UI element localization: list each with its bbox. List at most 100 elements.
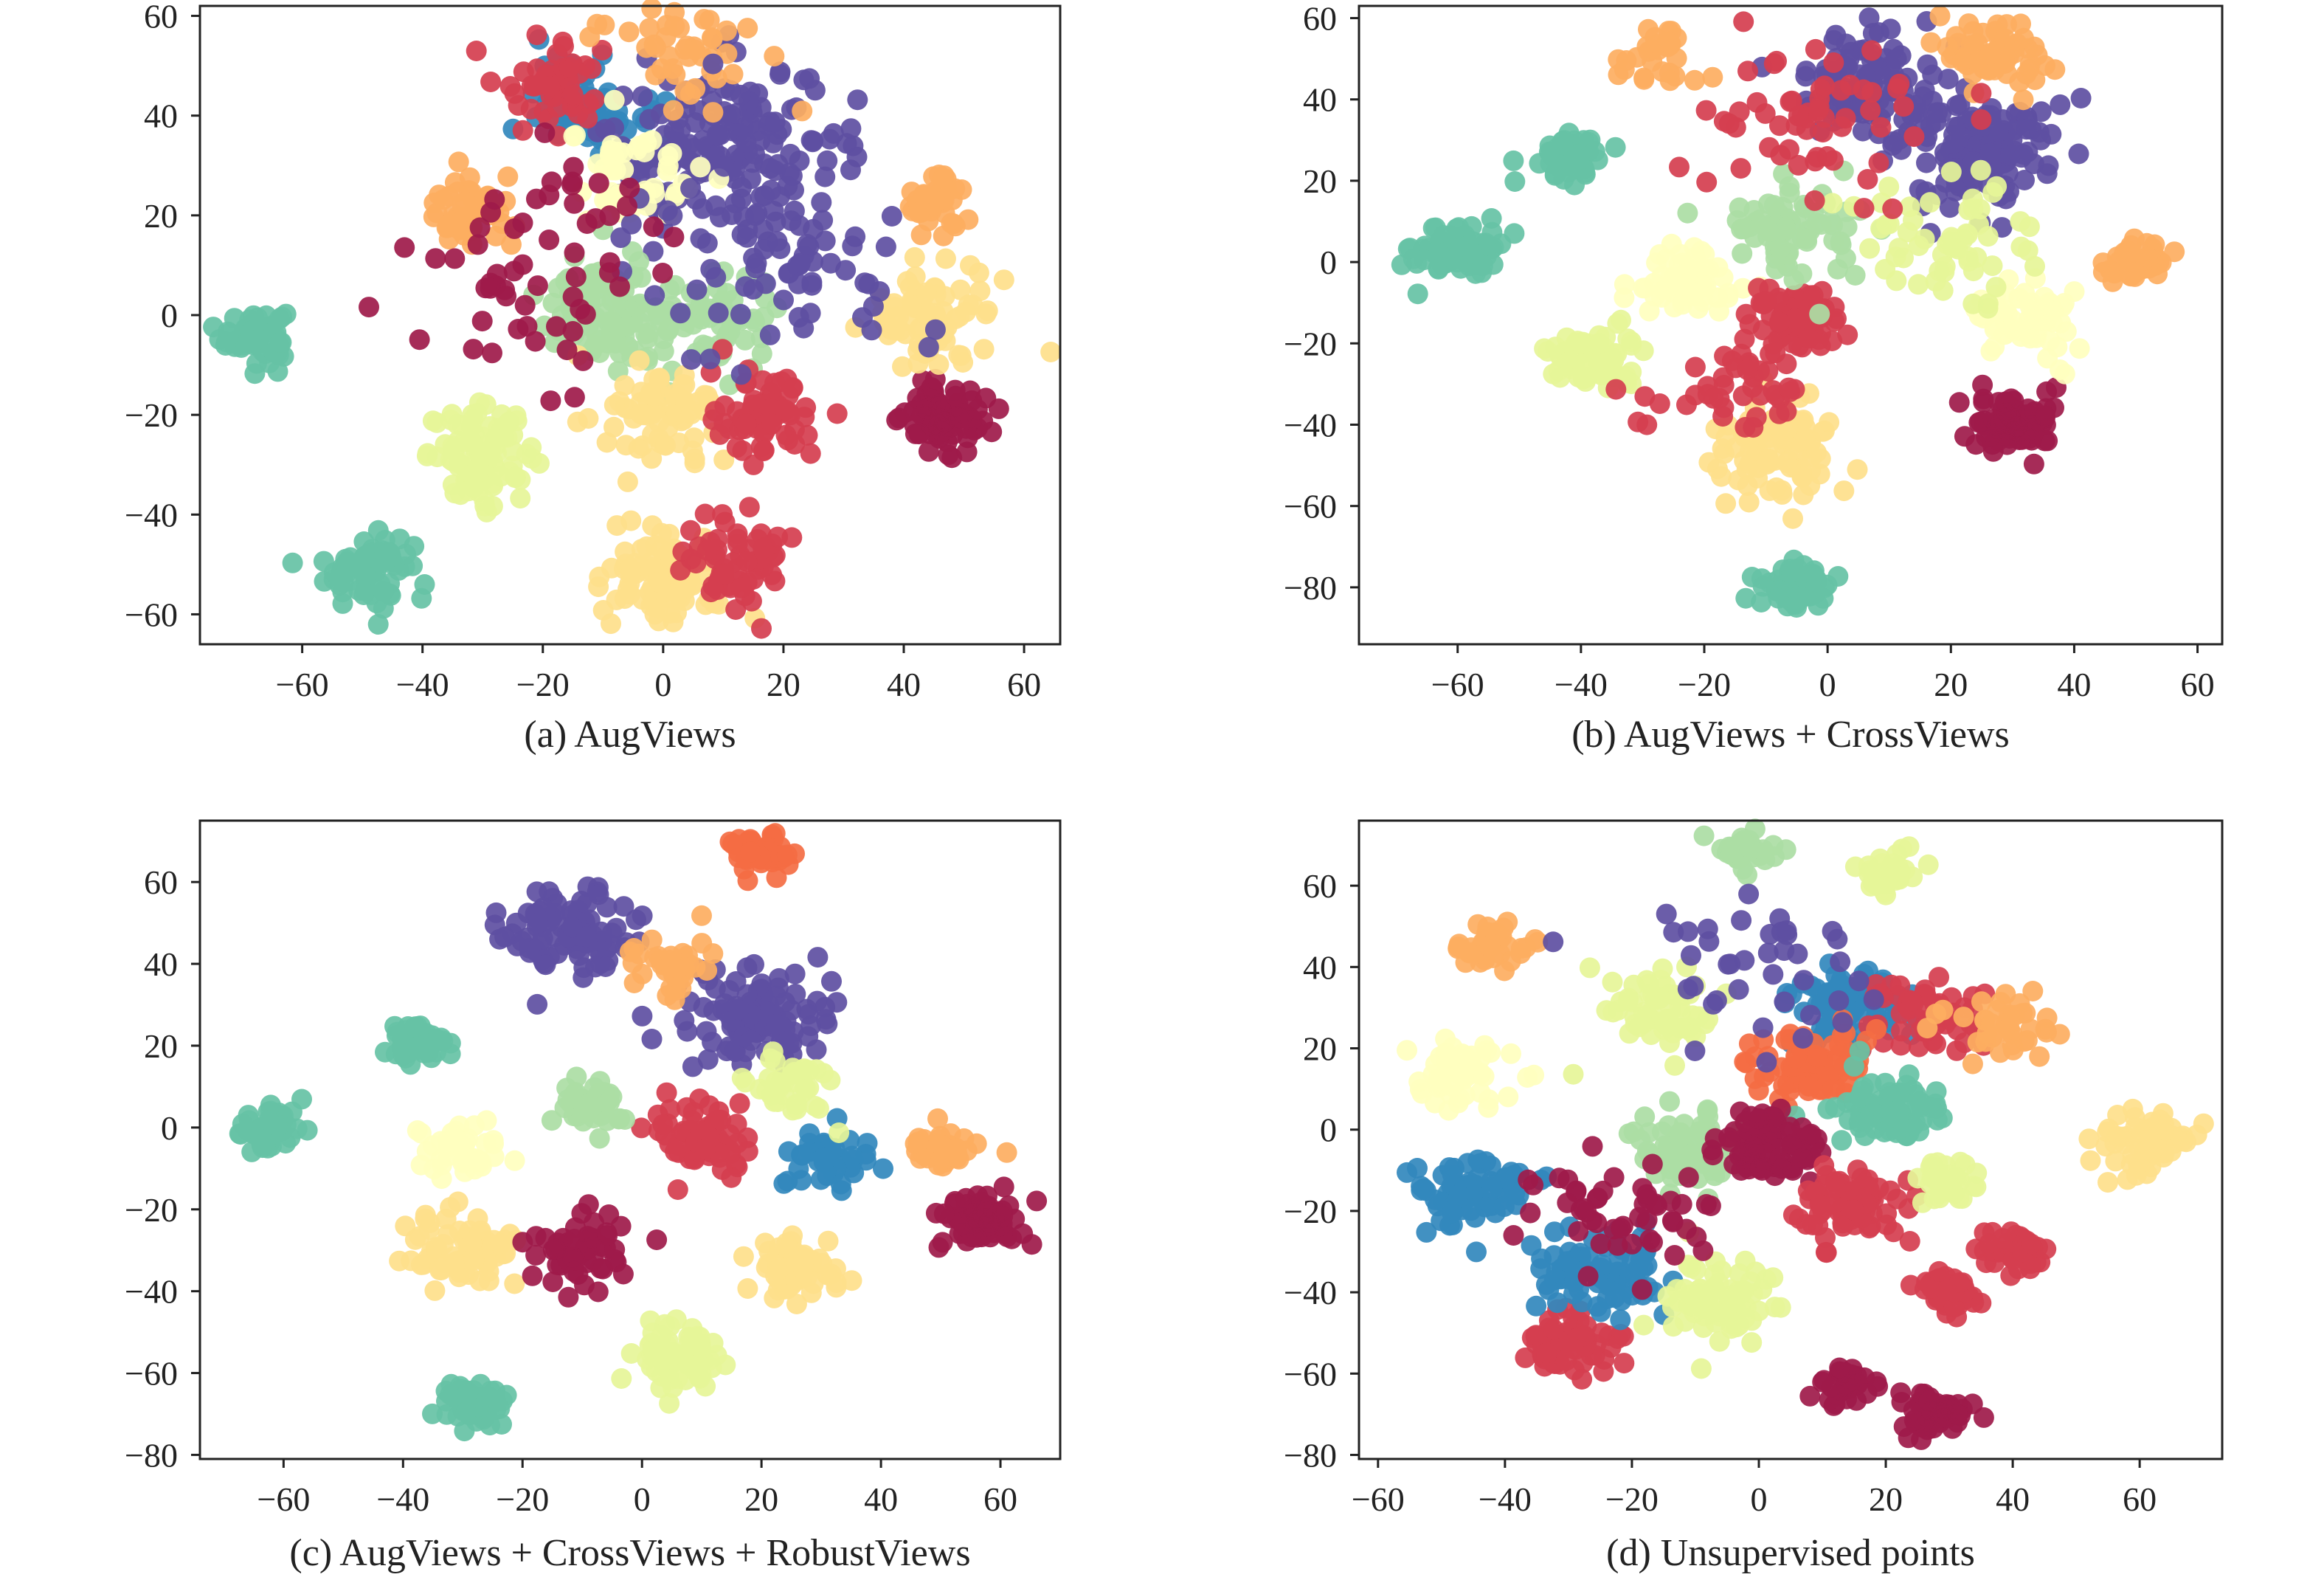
scatter-point <box>1737 61 1758 82</box>
scatter-point <box>721 204 742 225</box>
scatter-point <box>918 441 939 462</box>
scatter-point <box>1669 1127 1690 1148</box>
x-tick-label: 40 <box>2057 666 2091 703</box>
scatter-point <box>1733 11 1754 32</box>
scatter-point <box>1715 493 1737 514</box>
scatter-point <box>807 947 829 968</box>
scatter-point <box>705 401 726 422</box>
scatter-point <box>1782 508 1803 529</box>
scatter-point <box>759 324 781 345</box>
scatter-point <box>1479 1089 1499 1111</box>
scatter-point <box>1670 244 1691 265</box>
scatter-point <box>751 618 772 639</box>
scatter-point <box>435 434 456 455</box>
scatter-point <box>682 1318 703 1339</box>
scatter-point <box>841 1270 862 1291</box>
scatter-point <box>1563 1283 1584 1305</box>
scatter-point <box>313 551 334 572</box>
scatter-point <box>620 1343 642 1364</box>
scatter-point <box>797 234 818 255</box>
scatter-point <box>508 94 529 116</box>
scatter-point <box>598 262 620 283</box>
scatter-point <box>1946 117 1966 137</box>
scatter-point <box>666 589 687 610</box>
y-tick-label: 40 <box>144 97 178 135</box>
scatter-point <box>629 251 649 272</box>
scatter-point <box>945 385 966 407</box>
scatter-point <box>558 1286 579 1308</box>
scatter-point <box>716 20 737 41</box>
x-tick-label: 0 <box>634 1480 651 1518</box>
scatter-point <box>782 378 803 399</box>
scatter-point <box>1868 152 1889 173</box>
scatter-point <box>490 1233 511 1254</box>
scatter-point <box>611 1368 632 1389</box>
scatter-point <box>981 421 1003 443</box>
scatter-point <box>1757 193 1779 215</box>
scatter-point <box>1893 1416 1915 1438</box>
scatter-point <box>1442 1202 1462 1224</box>
scatter-point <box>1827 258 1848 280</box>
scatter-point <box>525 331 546 352</box>
scatter-point <box>1875 258 1896 280</box>
scatter-point <box>2034 405 2055 427</box>
scatter-point <box>1649 393 1670 414</box>
scatter-point <box>1793 410 1814 431</box>
scatter-point <box>690 1120 711 1142</box>
scatter-point <box>1730 158 1751 179</box>
scatter-point <box>1690 1358 1712 1379</box>
y-tick-label: −40 <box>125 496 178 534</box>
scatter-point <box>1711 466 1732 487</box>
scatter-point <box>269 331 291 353</box>
scatter-point <box>556 339 578 361</box>
scatter-point <box>1862 23 1884 44</box>
scatter-point <box>1756 449 1777 471</box>
scatter-point <box>1476 1040 1497 1061</box>
scatter-point <box>1829 1035 1850 1056</box>
scatter-point <box>457 480 479 502</box>
scatter-point <box>1860 100 1881 121</box>
scatter-point <box>1896 1074 1917 1096</box>
scatter-point <box>657 985 678 1007</box>
scatter-point <box>699 348 721 370</box>
scatter-point <box>1611 309 1631 331</box>
scatter-point <box>595 956 616 977</box>
scatter-point <box>1825 1177 1847 1198</box>
scatter-point <box>729 1093 750 1114</box>
scatter-point <box>349 558 370 579</box>
scatter-point <box>480 72 502 92</box>
y-tick-label: 20 <box>144 1027 178 1065</box>
scatter-point <box>1448 936 1469 958</box>
scatter-point <box>623 973 645 993</box>
scatter-point <box>617 196 637 217</box>
y-tick-label: 40 <box>144 945 178 983</box>
scatter-point <box>1827 566 1849 587</box>
scatter-point <box>800 443 821 464</box>
scatter-point <box>955 1216 976 1238</box>
scatter-point <box>767 231 788 252</box>
scatter-point <box>485 1380 505 1401</box>
scatter-point <box>674 1010 695 1031</box>
scatter-point <box>1569 149 1590 170</box>
scatter-point <box>725 971 747 992</box>
scatter-point <box>1766 477 1787 498</box>
scatter-point <box>941 213 962 234</box>
scatter-point <box>938 444 959 466</box>
scatter-point <box>1407 283 1428 305</box>
scatter-point <box>429 184 450 206</box>
scatter-point <box>726 103 747 124</box>
scatter-point <box>1720 1318 1742 1339</box>
scatter-point <box>1695 100 1717 121</box>
scatter-point <box>935 248 956 269</box>
scatter-point <box>604 117 624 138</box>
scatter-point <box>840 118 862 139</box>
scatter-point <box>1493 917 1514 939</box>
scatter-point <box>501 234 522 255</box>
scatter-point <box>1737 475 1758 496</box>
scatter-point <box>1453 1065 1474 1086</box>
scatter-point <box>1942 134 1963 154</box>
scatter-point <box>1536 1342 1557 1364</box>
scatter-point <box>888 306 910 328</box>
scatter-point <box>1605 1287 1625 1308</box>
